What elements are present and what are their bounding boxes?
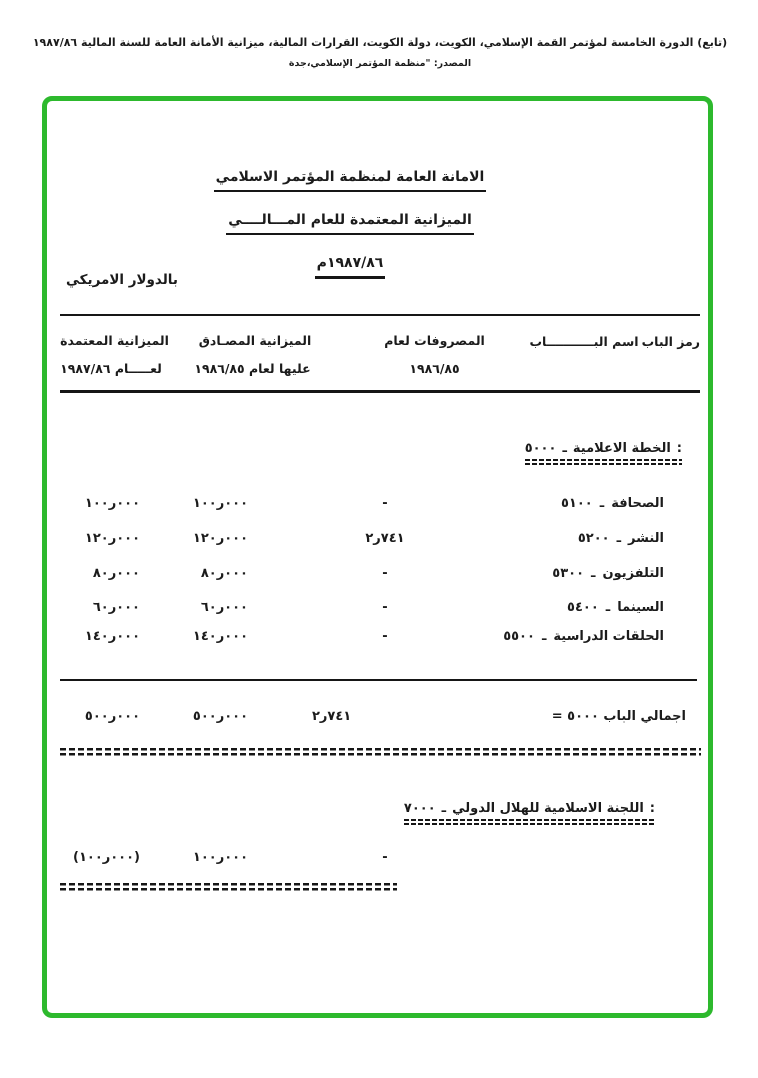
- section-7000-title: اللجنة الاسلامية للهلال الدولي: [452, 801, 644, 816]
- rule-below-headers: [60, 390, 700, 393]
- total-adopted-value: ٥٠٠ر٠٠٠: [84, 709, 140, 724]
- fiscal-year: ١٩٨٧/٨٦م: [314, 255, 386, 279]
- row-name: التلفزيون: [602, 566, 664, 581]
- adopted-value: ١٢٠ر٠٠٠: [84, 531, 140, 546]
- dash-separator: ـ: [599, 496, 605, 511]
- adopted-value: ٦٠ر٠٠٠: [92, 600, 140, 615]
- row-name: السينما: [617, 600, 664, 615]
- table-row-5400: ٦٠ر٠٠٠ ٦٠ر٠٠٠ - ٥٤٠٠ ـ السينما: [62, 600, 700, 615]
- double-dashed-rule-full: [60, 748, 701, 756]
- budget-title-row: الميزانية المعتمدة للعام المـــالــــي: [150, 209, 550, 235]
- section-7000-colon: :: [649, 801, 655, 816]
- scan-header-line1: (تابع) الدورة الخامسة لمؤتمر القمة الإسل…: [32, 36, 728, 49]
- fiscal-year-row: ١٩٨٧/٨٦م: [150, 252, 550, 279]
- column-header-expenses-line2: ١٩٨٦/٨٥: [409, 361, 460, 376]
- expenses-value: ٢ر٧٤١: [365, 531, 405, 546]
- row-name-cell: ٥٤٠٠ ـ السينما: [460, 600, 700, 615]
- column-header-approved-line2: عليها لعام ١٩٨٦/٨٥: [194, 361, 311, 376]
- section-5000-colon: :: [676, 441, 682, 456]
- table-row-5500: ١٤٠ر٠٠٠ ١٤٠ر٠٠٠ - ٥٥٠٠ ـ الحلقات الدراسي…: [62, 629, 700, 644]
- table-row-7000: (١٠٠ر٠٠٠) ١٠٠ر٠٠٠ -: [62, 850, 700, 865]
- row-name-cell: ٥٣٠٠ ـ التلفزيون: [460, 566, 700, 581]
- rule-above-total: [60, 679, 697, 681]
- approved-value: ١٠٠ر٠٠٠: [192, 496, 248, 511]
- adopted-value: (١٠٠ر٠٠٠): [73, 850, 140, 865]
- approved-value: ١٢٠ر٠٠٠: [192, 531, 248, 546]
- row-code: ٥٢٠٠: [577, 531, 610, 546]
- row-code: ٥٤٠٠: [567, 600, 599, 615]
- expenses-value: -: [382, 600, 388, 615]
- column-header-approved-line1: الميزانية المصـادق: [198, 333, 312, 348]
- row-name: النشر: [628, 531, 664, 546]
- approved-value: ١٤٠ر٠٠٠: [192, 629, 248, 644]
- table-row-5100: ١٠٠ر٠٠٠ ١٠٠ر٠٠٠ - ٥١٠٠ ـ الصحافة: [62, 496, 700, 511]
- column-header-adopted-line2: لعـــــام ١٩٨٧/٨٦: [60, 361, 162, 376]
- expenses-value: -: [382, 629, 388, 644]
- row-name-cell: ٥٢٠٠ ـ النشر: [460, 531, 700, 546]
- column-header-adopted-line1: الميزانية المعتمدة: [60, 333, 169, 348]
- column-header-expenses-line1: المصروفات لعام: [384, 333, 485, 348]
- total-expenses-value: ٢ر٧٤١: [312, 709, 352, 724]
- table-row-5200: ١٢٠ر٠٠٠ ١٢٠ر٠٠٠ ٢ر٧٤١ ٥٢٠٠ ـ النشر: [62, 531, 700, 546]
- dash-separator: ـ: [591, 566, 596, 581]
- adopted-value: ١٠٠ر٠٠٠: [84, 496, 140, 511]
- page-border-frame: [42, 96, 713, 1018]
- approved-value: ٦٠ر٠٠٠: [200, 600, 248, 615]
- org-title-row: الامانة العامة لمنظمة المؤتمر الاسلامي: [150, 166, 550, 192]
- column-header-name: اسم البـــــــــــاب: [529, 334, 639, 349]
- section-7000-code: ٧٠٠٠: [403, 801, 436, 816]
- row-name-cell: ٥١٠٠ ـ الصحافة: [460, 496, 700, 511]
- scan-header-source-line: المصدر: "منظمة المؤتمر الإسلامي،جدة: [288, 58, 472, 69]
- adopted-value: ٨٠ر٠٠٠: [92, 566, 140, 581]
- row-name: الصحافة: [611, 496, 664, 511]
- section-5000-code: ٥٠٠٠: [524, 441, 557, 456]
- dash-separator: ـ: [605, 600, 611, 615]
- dash-separator: ـ: [562, 441, 567, 456]
- total-label: اجمالي الباب ٥٠٠٠ =: [551, 709, 686, 724]
- table-row-total-5000: ٥٠٠ر٠٠٠ ٥٠٠ر٠٠٠ ٢ر٧٤١ اجمالي الباب ٥٠٠٠ …: [62, 709, 700, 724]
- row-code: ٥١٠٠: [561, 496, 593, 511]
- table-row-5300: ٨٠ر٠٠٠ ٨٠ر٠٠٠ - ٥٣٠٠ ـ التلفزيون: [62, 566, 700, 581]
- column-header-code: رمز الباب: [641, 334, 700, 349]
- section-7000-underline: [403, 819, 655, 826]
- expenses-value: -: [382, 566, 388, 581]
- row-name: الحلقات الدراسية: [553, 629, 664, 644]
- dash-separator: ـ: [441, 801, 447, 816]
- approved-value: ١٠٠ر٠٠٠: [192, 850, 248, 865]
- dash-separator: ـ: [541, 629, 547, 644]
- org-title: الامانة العامة لمنظمة المؤتمر الاسلامي: [213, 169, 487, 192]
- section-5000-underline: [524, 459, 682, 466]
- double-dashed-rule-partial: [60, 883, 397, 891]
- row-code: ٥٥٠٠: [503, 629, 535, 644]
- section-5000-heading: ٥٠٠٠ ـ الخطة الاعلامية :: [524, 441, 682, 466]
- row-code: ٥٣٠٠: [552, 566, 585, 581]
- expenses-value: -: [382, 496, 388, 511]
- section-7000-heading: ٧٠٠٠ ـ اللجنة الاسلامية للهلال الدولي :: [403, 801, 655, 826]
- total-approved-value: ٥٠٠ر٠٠٠: [192, 709, 248, 724]
- currency-note: بالدولار الامريكي: [66, 272, 178, 288]
- expenses-value: -: [382, 850, 388, 865]
- adopted-value: ١٤٠ر٠٠٠: [84, 629, 140, 644]
- budget-title: الميزانية المعتمدة للعام المـــالــــي: [226, 212, 474, 235]
- approved-value: ٨٠ر٠٠٠: [200, 566, 248, 581]
- row-name-cell: ٥٥٠٠ ـ الحلقات الدراسية: [460, 629, 700, 644]
- dash-separator: ـ: [616, 531, 622, 546]
- section-5000-title: الخطة الاعلامية: [572, 441, 671, 456]
- rule-above-headers: [60, 314, 700, 316]
